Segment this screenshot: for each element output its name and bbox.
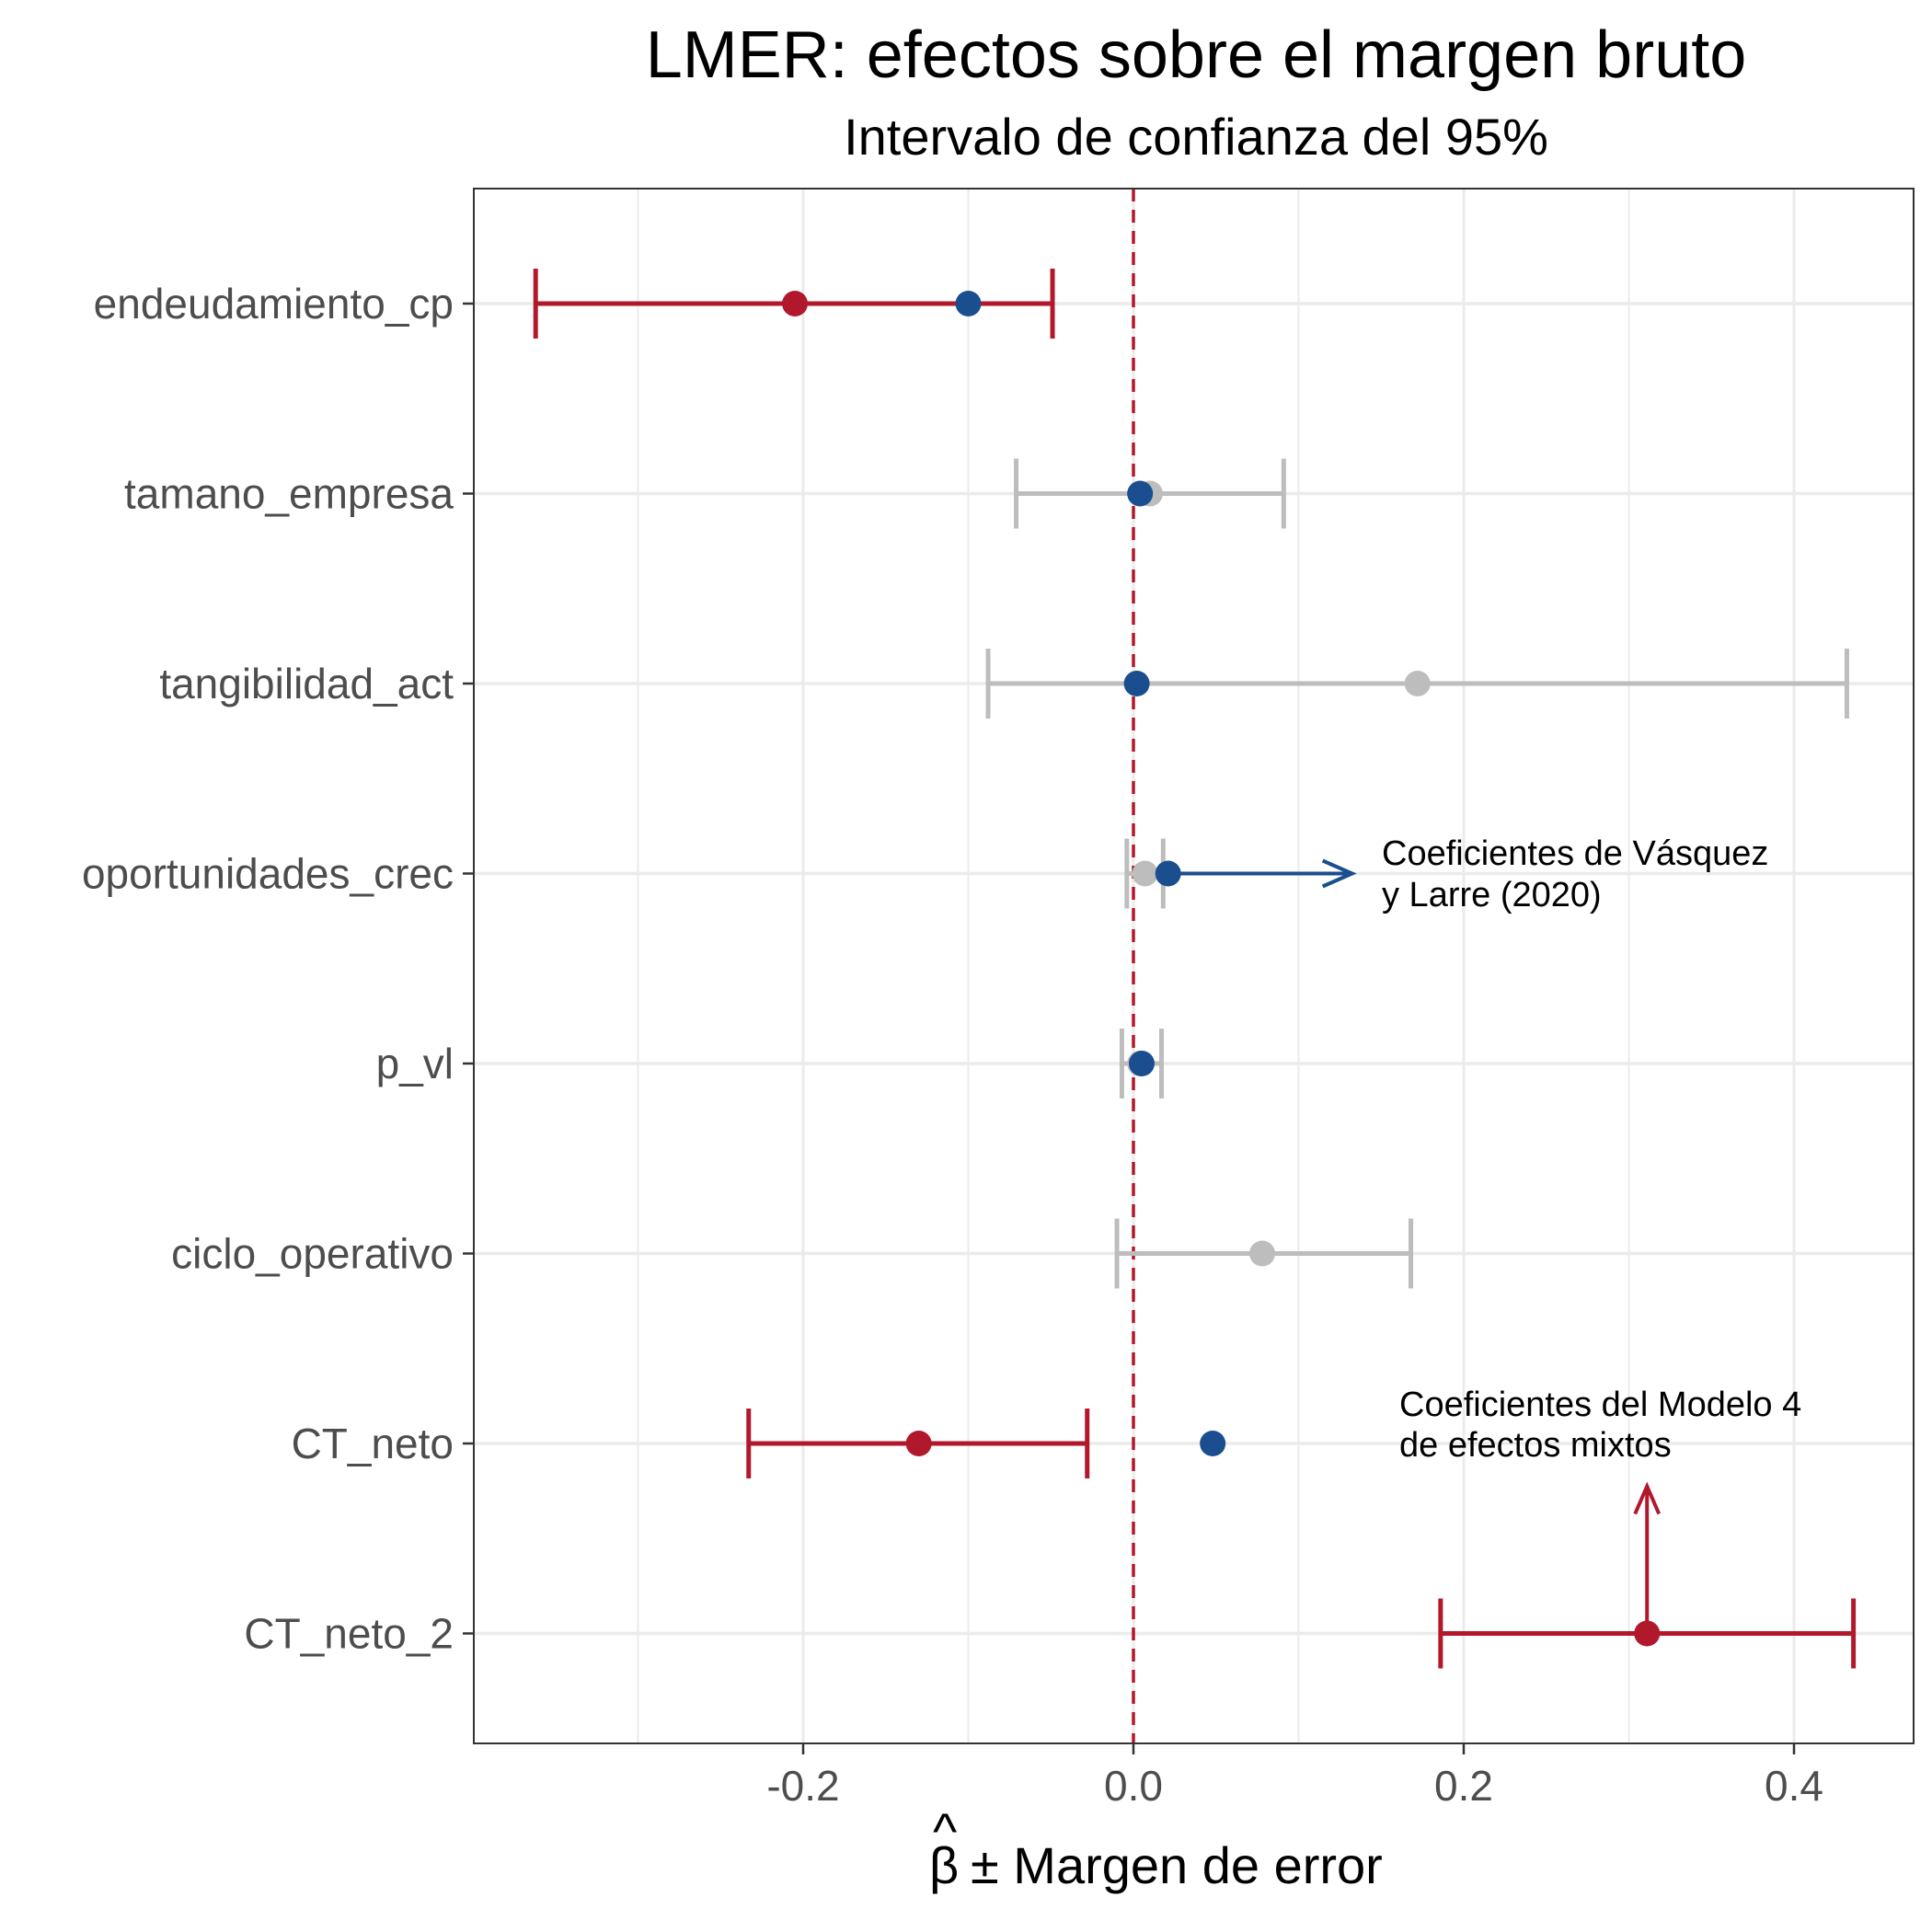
model-estimate-point bbox=[782, 291, 809, 316]
model-estimate-point bbox=[905, 1431, 932, 1456]
reference-estimate-point bbox=[955, 291, 982, 316]
model-estimate-point bbox=[1404, 671, 1431, 696]
y-tick-label: CT_neto_2 bbox=[244, 1610, 454, 1658]
reference-estimate-point bbox=[1123, 671, 1150, 696]
beta-hat-mark: ^ bbox=[933, 1802, 957, 1860]
x-tick-label: 0.0 bbox=[1104, 1762, 1163, 1810]
y-tick-label: p_vl bbox=[376, 1040, 454, 1087]
x-axis-label: ± Margen de error bbox=[971, 1836, 1383, 1894]
annotation-vasquez-line-2: y Larre (2020) bbox=[1382, 876, 1602, 914]
reference-estimate-point bbox=[1128, 1051, 1155, 1076]
y-tick-label: tangibilidad_act bbox=[159, 660, 454, 707]
chart-title: LMER: efectos sobre el margen bruto bbox=[646, 18, 1747, 92]
y-tick-label: oportunidades_crec bbox=[82, 850, 454, 898]
annotation-arrowhead-modelo4 bbox=[1633, 1481, 1662, 1515]
x-tick-label: 0.2 bbox=[1434, 1762, 1493, 1810]
annotation-arrowhead-vasquez bbox=[1321, 858, 1357, 889]
y-tick-label: endeudamiento_cp bbox=[94, 280, 454, 328]
annotation-modelo4-line-1: Coeficientes del Modelo 4 bbox=[1399, 1386, 1801, 1424]
y-axis: endeudamiento_cp tamano_empresa tangibilid… bbox=[82, 280, 474, 1658]
y-tick-label: tamano_empresa bbox=[124, 470, 454, 518]
grid bbox=[474, 189, 1914, 1743]
model-estimate-point bbox=[1132, 860, 1158, 887]
reference-estimate-point bbox=[1200, 1431, 1226, 1456]
x-tick-label: 0.4 bbox=[1765, 1762, 1823, 1810]
annotation-vasquez-line-1: Coeficientes de Vásquez bbox=[1382, 834, 1768, 873]
y-tick-label: CT_neto bbox=[292, 1420, 454, 1467]
model-estimate-point bbox=[1249, 1240, 1276, 1267]
annotation-modelo4-line-2: de efectos mixtos bbox=[1399, 1426, 1672, 1465]
x-tick-label: -0.2 bbox=[766, 1762, 839, 1810]
point-estimates bbox=[782, 291, 1661, 1647]
annotations: Coeficientes de Vásquez y Larre (2020) C… bbox=[1167, 834, 1801, 1634]
reference-estimate-point bbox=[1127, 480, 1154, 507]
panel-border bbox=[473, 188, 1915, 1744]
beta-hat-symbol: β bbox=[929, 1836, 959, 1894]
x-axis-title: β ^ ± Margen de error bbox=[929, 1802, 1383, 1894]
chart-subtitle: Intervalo de confianza del 95% bbox=[844, 108, 1548, 166]
x-axis: -0.2 0.0 0.2 0.4 bbox=[766, 1743, 1823, 1810]
y-tick-label: ciclo_operativo bbox=[171, 1230, 454, 1278]
